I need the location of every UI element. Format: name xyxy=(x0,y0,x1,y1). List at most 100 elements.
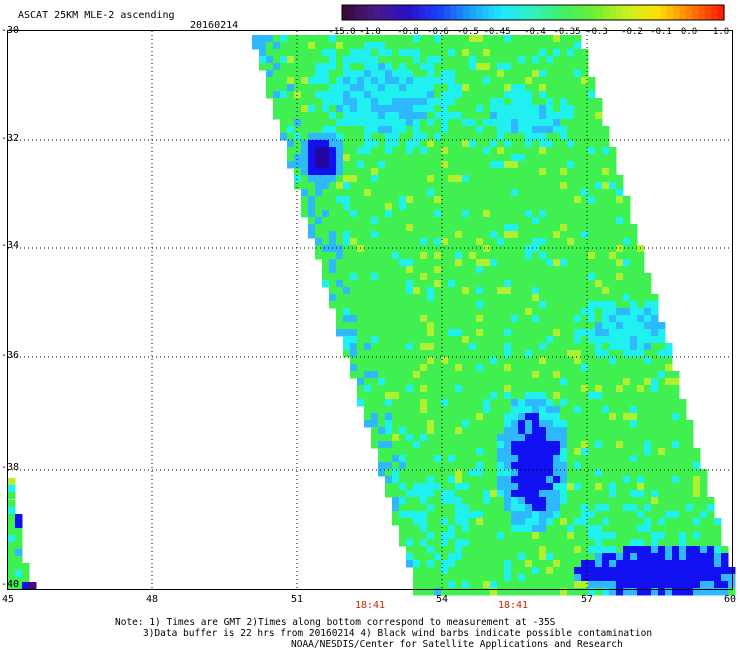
swath-cell xyxy=(413,399,421,407)
swath-cell xyxy=(483,140,491,148)
swath-cell xyxy=(434,378,442,386)
swath-cell xyxy=(434,385,442,393)
swath-cell xyxy=(427,357,435,365)
swath-cell xyxy=(581,203,589,211)
swath-cell xyxy=(266,35,274,43)
swath-cell xyxy=(364,343,372,351)
swath-cell xyxy=(448,42,456,50)
swath-cell xyxy=(490,245,498,253)
swath-cell xyxy=(539,259,547,267)
swath-cell xyxy=(399,84,407,92)
swath-cell xyxy=(371,294,379,302)
swath-cell xyxy=(336,301,344,309)
swath-cell xyxy=(322,70,330,78)
swath-cell xyxy=(329,231,337,239)
swath-cell xyxy=(357,133,365,141)
swath-cell xyxy=(308,91,316,99)
swath-cell xyxy=(595,490,603,498)
swath-cell xyxy=(679,518,687,526)
swath-cell xyxy=(609,238,617,246)
swath-cell xyxy=(329,42,337,50)
swath-cell xyxy=(700,511,708,519)
swath-cell xyxy=(609,462,617,470)
swath-cell xyxy=(336,322,344,330)
swath-cell xyxy=(511,140,519,148)
colorbar-segment xyxy=(380,5,388,20)
swath-cell xyxy=(448,560,456,568)
swath-cell xyxy=(385,210,393,218)
swath-cell xyxy=(392,84,400,92)
swath-cell xyxy=(518,490,526,498)
swath-cell xyxy=(511,329,519,337)
swath-cell xyxy=(378,119,386,127)
swath-cell xyxy=(287,140,295,148)
swath-cell xyxy=(581,364,589,372)
swath-cell xyxy=(497,427,505,435)
swath-cell xyxy=(294,49,302,57)
swath-cell xyxy=(308,63,316,71)
swath-cell xyxy=(427,196,435,204)
swath-cell xyxy=(308,119,316,127)
swath-cell xyxy=(525,406,533,414)
swath-cell xyxy=(343,189,351,197)
swath-cell xyxy=(581,84,589,92)
swath-cell xyxy=(469,252,477,260)
swath-cell xyxy=(441,287,449,295)
swath-cell xyxy=(602,175,610,183)
swath-cell xyxy=(420,581,428,589)
swath-cell xyxy=(371,399,379,407)
swath-cell xyxy=(378,462,386,470)
swath-cell xyxy=(462,490,470,498)
swath-fragment-cell xyxy=(8,507,16,515)
swath-cell xyxy=(441,392,449,400)
swath-cell xyxy=(301,182,309,190)
swath-cell xyxy=(434,448,442,456)
swath-cell xyxy=(511,119,519,127)
swath-cell xyxy=(539,420,547,428)
swath-cell xyxy=(427,427,435,435)
swath-cell xyxy=(581,406,589,414)
swath-cell xyxy=(504,189,512,197)
swath-cell xyxy=(280,133,288,141)
swath-cell xyxy=(483,448,491,456)
swath-cell xyxy=(609,175,617,183)
swath-cell xyxy=(497,84,505,92)
swath-cell xyxy=(378,56,386,64)
swath-cell xyxy=(469,259,477,267)
swath-cell xyxy=(322,84,330,92)
swath-cell xyxy=(462,462,470,470)
swath-cell xyxy=(413,343,421,351)
swath-cell xyxy=(343,287,351,295)
swath-cell xyxy=(448,518,456,526)
swath-cell xyxy=(574,392,582,400)
swath-cell xyxy=(623,301,631,309)
swath-cell xyxy=(315,245,323,253)
swath-cell xyxy=(567,105,575,113)
swath-cell xyxy=(336,84,344,92)
swath-cell xyxy=(567,84,575,92)
swath-cell xyxy=(343,210,351,218)
swath-cell xyxy=(504,399,512,407)
swath-cell xyxy=(301,70,309,78)
swath-cell xyxy=(602,560,610,568)
swath-cell xyxy=(630,399,638,407)
swath-cell xyxy=(511,126,519,134)
swath-cell xyxy=(525,161,533,169)
swath-cell xyxy=(560,273,568,281)
swath-cell xyxy=(595,210,603,218)
swath-cell xyxy=(476,280,484,288)
swath-cell xyxy=(427,322,435,330)
swath-cell xyxy=(574,287,582,295)
swath-cell xyxy=(588,504,596,512)
swath-cell xyxy=(581,315,589,323)
swath-cell xyxy=(693,581,701,589)
swath-cell xyxy=(350,210,358,218)
swath-cell xyxy=(546,210,554,218)
swath-cell xyxy=(469,294,477,302)
swath-cell xyxy=(448,483,456,491)
swath-cell xyxy=(441,497,449,505)
swath-cell xyxy=(455,434,463,442)
swath-cell xyxy=(588,182,596,190)
swath-cell xyxy=(644,476,652,484)
swath-cell xyxy=(308,182,316,190)
